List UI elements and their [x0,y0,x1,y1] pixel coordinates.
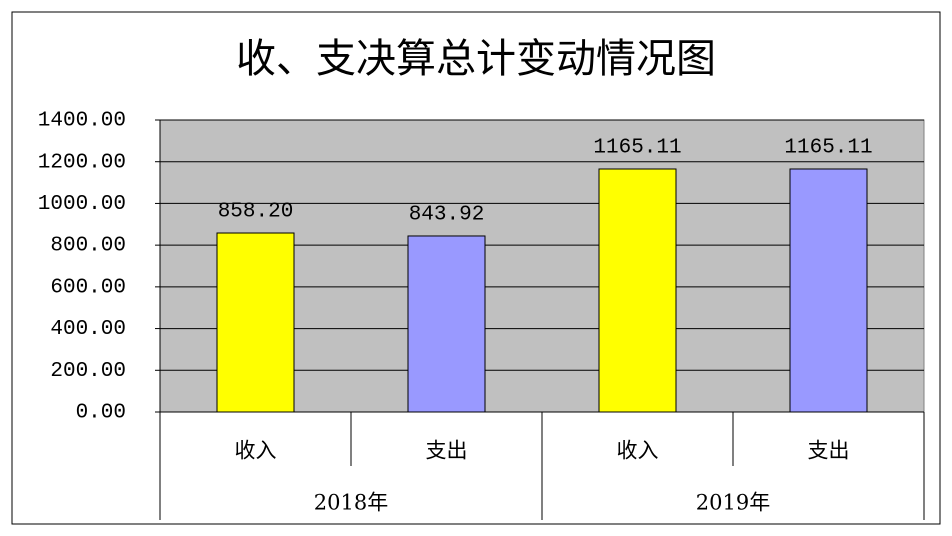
bar [789,168,868,413]
data-label: 1165.11 [784,137,872,160]
x-tick-label: 收入 [617,439,659,463]
y-tick-label: 1000.00 [38,193,126,216]
y-tick-label: 1200.00 [38,151,126,174]
y-tick-label: 1400.00 [38,110,126,133]
chart-title: 收、支决算总计变动情况图 [236,36,716,82]
bar [407,235,486,413]
data-label: 1165.11 [593,137,681,160]
data-label: 858.20 [218,201,294,224]
group-label: 2019年 [696,491,770,515]
x-tick-label: 支出 [426,439,468,463]
x-tick-label: 收入 [235,439,277,463]
bar [216,232,295,413]
bar [598,168,677,413]
y-tick-label: 200.00 [50,360,126,383]
data-label: 843.92 [409,204,485,227]
y-tick-label: 400.00 [50,318,126,341]
x-tick-label: 支出 [808,439,850,463]
y-tick-label: 0.00 [76,402,126,425]
group-label: 2018年 [314,491,388,515]
y-tick-label: 600.00 [50,276,126,299]
y-tick-label: 800.00 [50,235,126,258]
